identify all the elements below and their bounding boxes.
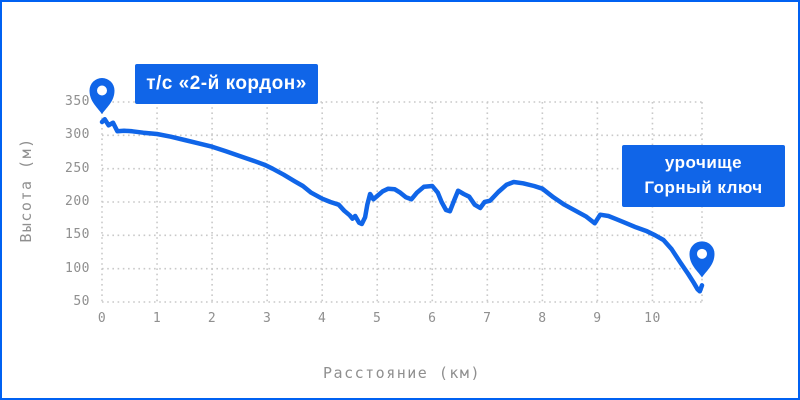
y-tick-label-350: 350 bbox=[65, 94, 90, 109]
elevation-line bbox=[99, 117, 705, 294]
x-tick-label-6: 6 bbox=[428, 311, 437, 326]
x-tick-label-1: 1 bbox=[152, 311, 162, 326]
map-pins bbox=[89, 78, 715, 278]
y-axis-title: Высота (м) bbox=[17, 137, 35, 243]
y-tick-label-100: 100 bbox=[65, 260, 90, 276]
x-tick-label-3: 3 bbox=[262, 311, 272, 326]
start-point-label-text: т/с «2-й кордон» bbox=[146, 73, 307, 94]
y-tick-label-50: 50 bbox=[73, 294, 90, 309]
y-tick-label-300: 300 bbox=[65, 127, 90, 143]
x-tick-label-7: 7 bbox=[483, 311, 492, 326]
y-tick-label-250: 250 bbox=[65, 160, 90, 176]
x-tick-label-4: 4 bbox=[318, 311, 327, 326]
x-tick-label-0: 0 bbox=[97, 311, 107, 326]
end-point-label: урочище Горный ключ bbox=[622, 145, 785, 207]
y-tick-label-150: 150 bbox=[65, 227, 90, 243]
end-point-label-line1: урочище bbox=[664, 153, 743, 173]
elevation-profile-path bbox=[99, 117, 705, 294]
x-tick-label-9: 9 bbox=[593, 311, 602, 326]
x-tick-label-8: 8 bbox=[538, 311, 547, 326]
end-point-label-line2: Горный ключ bbox=[644, 178, 763, 197]
x-tick-label-2: 2 bbox=[207, 311, 217, 326]
x-tick-label-5: 5 bbox=[373, 311, 382, 326]
x-tick-label-10: 10 bbox=[644, 311, 661, 326]
grid-lines bbox=[101, 101, 703, 303]
start-point-label: т/с «2-й кордон» bbox=[135, 64, 318, 104]
y-tick-label-200: 200 bbox=[65, 194, 90, 209]
start-pin-icon bbox=[89, 78, 115, 114]
end-pin-icon bbox=[689, 241, 715, 278]
x-axis-title: Расстояние (км) bbox=[323, 364, 481, 382]
